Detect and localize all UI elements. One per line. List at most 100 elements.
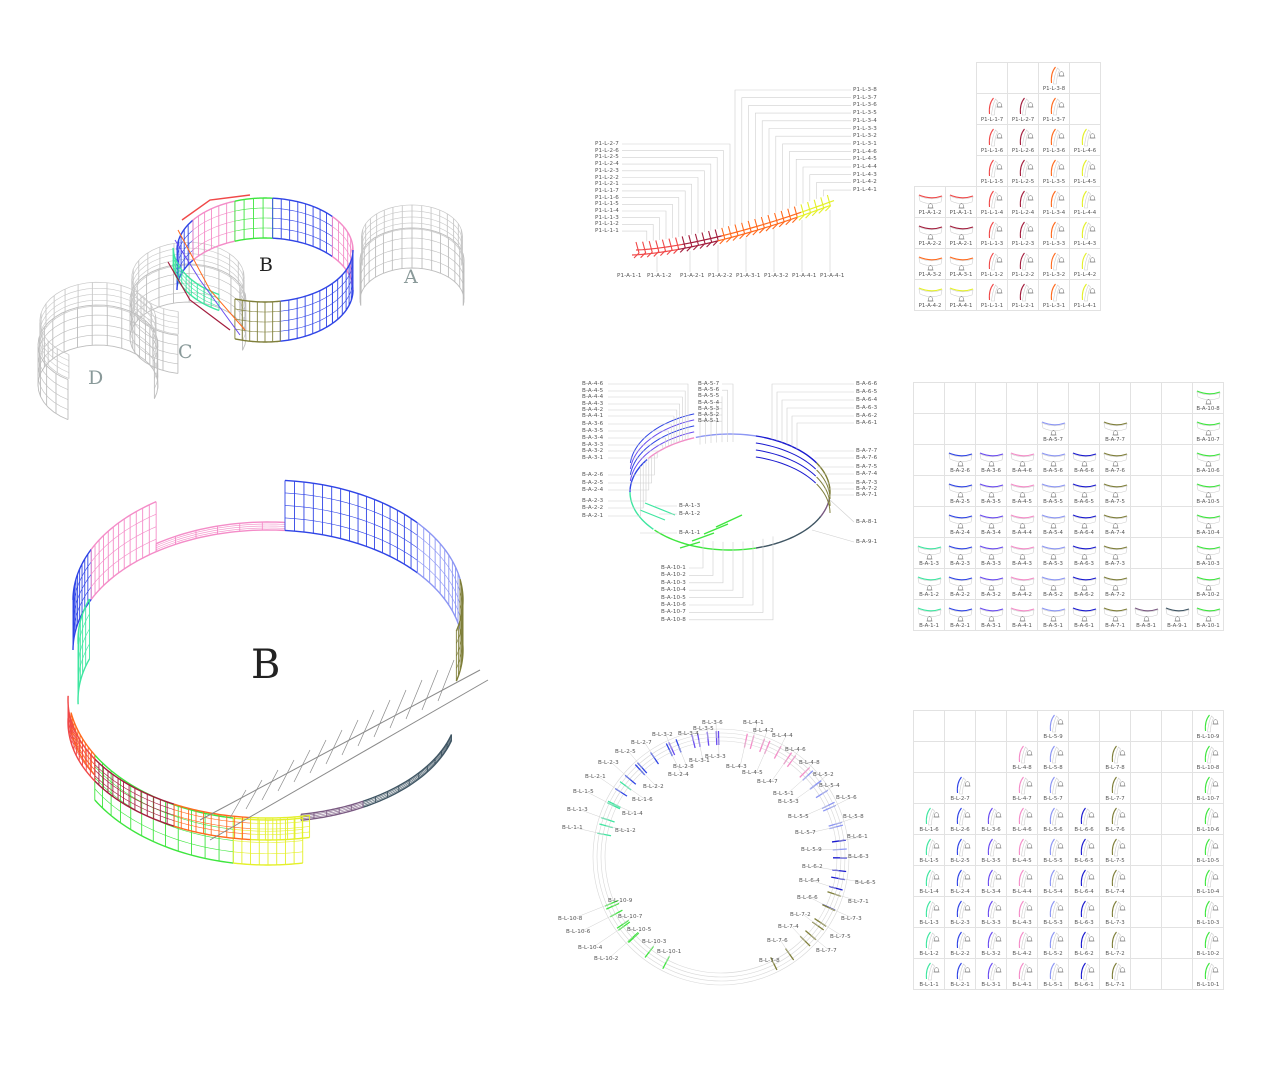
- member-cell[interactable]: B-A-6-4: [1068, 506, 1100, 538]
- member-cell[interactable]: B-L-6-4: [1068, 865, 1100, 897]
- member-cell[interactable]: B-A-5-3: [1037, 537, 1069, 569]
- member-cell[interactable]: P1-A-4-2: [914, 279, 946, 311]
- member-cell[interactable]: B-L-10-7: [1192, 772, 1224, 804]
- member-cell[interactable]: B-L-5-6: [1037, 803, 1069, 835]
- member-cell[interactable]: B-A-3-1: [975, 599, 1007, 631]
- member-cell[interactable]: B-A-3-3: [975, 537, 1007, 569]
- member-cell[interactable]: B-L-4-2: [1006, 927, 1038, 959]
- member-cell[interactable]: B-L-5-3: [1037, 896, 1069, 928]
- member-cell[interactable]: B-A-3-5: [975, 475, 1007, 507]
- member-cell[interactable]: B-A-10-2: [1192, 568, 1224, 600]
- member-cell[interactable]: B-A-10-3: [1192, 537, 1224, 569]
- member-cell[interactable]: B-A-10-1: [1192, 599, 1224, 631]
- member-cell[interactable]: B-L-1-5: [913, 834, 945, 866]
- member-cell[interactable]: P1-L-3-4: [1038, 186, 1070, 218]
- member-cell[interactable]: B-L-7-8: [1099, 741, 1131, 773]
- member-cell[interactable]: B-L-5-4: [1037, 865, 1069, 897]
- member-cell[interactable]: B-L-3-6: [975, 803, 1007, 835]
- member-cell[interactable]: P1-L-1-4: [976, 186, 1008, 218]
- member-cell[interactable]: B-A-6-5: [1068, 475, 1100, 507]
- member-cell[interactable]: B-L-10-5: [1192, 834, 1224, 866]
- member-cell[interactable]: B-L-5-1: [1037, 958, 1069, 990]
- member-cell[interactable]: P1-L-4-5: [1069, 155, 1101, 187]
- member-cell[interactable]: B-L-4-7: [1006, 772, 1038, 804]
- member-cell[interactable]: P1-L-3-7: [1038, 93, 1070, 125]
- member-cell[interactable]: P1-L-4-2: [1069, 248, 1101, 280]
- member-cell[interactable]: B-A-4-2: [1006, 568, 1038, 600]
- member-cell[interactable]: B-L-4-6: [1006, 803, 1038, 835]
- member-cell[interactable]: B-L-4-4: [1006, 865, 1038, 897]
- member-cell[interactable]: B-A-7-3: [1099, 537, 1131, 569]
- member-cell[interactable]: B-L-3-1: [975, 958, 1007, 990]
- member-cell[interactable]: B-L-1-4: [913, 865, 945, 897]
- member-cell[interactable]: P1-L-3-6: [1038, 124, 1070, 156]
- member-cell[interactable]: B-L-10-4: [1192, 865, 1224, 897]
- member-cell[interactable]: B-A-5-4: [1037, 506, 1069, 538]
- member-cell[interactable]: B-A-6-3: [1068, 537, 1100, 569]
- member-cell[interactable]: P1-L-2-6: [1007, 124, 1039, 156]
- member-cell[interactable]: B-A-3-6: [975, 444, 1007, 476]
- member-cell[interactable]: P1-L-1-7: [976, 93, 1008, 125]
- member-cell[interactable]: B-A-8-1: [1130, 599, 1162, 631]
- member-cell[interactable]: B-A-3-2: [975, 568, 1007, 600]
- member-cell[interactable]: B-L-7-1: [1099, 958, 1131, 990]
- member-cell[interactable]: P1-A-1-2: [914, 186, 946, 218]
- member-cell[interactable]: B-L-1-6: [913, 803, 945, 835]
- member-cell[interactable]: B-L-6-6: [1068, 803, 1100, 835]
- member-cell[interactable]: P1-L-4-4: [1069, 186, 1101, 218]
- member-cell[interactable]: B-A-7-1: [1099, 599, 1131, 631]
- member-cell[interactable]: B-L-6-3: [1068, 896, 1100, 928]
- member-cell[interactable]: B-L-2-3: [944, 896, 976, 928]
- member-cell[interactable]: P1-A-4-1: [945, 279, 977, 311]
- member-cell[interactable]: B-L-3-5: [975, 834, 1007, 866]
- member-cell[interactable]: B-A-2-4: [944, 506, 976, 538]
- member-cell[interactable]: B-L-10-3: [1192, 896, 1224, 928]
- member-cell[interactable]: B-A-7-5: [1099, 475, 1131, 507]
- member-cell[interactable]: B-A-10-8: [1192, 382, 1224, 414]
- member-cell[interactable]: P1-L-1-5: [976, 155, 1008, 187]
- member-cell[interactable]: P1-L-3-5: [1038, 155, 1070, 187]
- member-cell[interactable]: B-L-2-5: [944, 834, 976, 866]
- member-cell[interactable]: B-A-6-1: [1068, 599, 1100, 631]
- member-cell[interactable]: B-A-4-1: [1006, 599, 1038, 631]
- member-cell[interactable]: B-A-6-6: [1068, 444, 1100, 476]
- member-cell[interactable]: B-A-5-6: [1037, 444, 1069, 476]
- member-cell[interactable]: P1-A-3-1: [945, 248, 977, 280]
- member-cell[interactable]: B-A-4-6: [1006, 444, 1038, 476]
- member-cell[interactable]: B-A-7-4: [1099, 506, 1131, 538]
- member-cell[interactable]: P1-L-2-1: [1007, 279, 1039, 311]
- member-cell[interactable]: B-A-2-3: [944, 537, 976, 569]
- member-cell[interactable]: B-L-7-2: [1099, 927, 1131, 959]
- member-cell[interactable]: P1-A-1-1: [945, 186, 977, 218]
- member-cell[interactable]: B-A-7-6: [1099, 444, 1131, 476]
- member-cell[interactable]: B-L-10-6: [1192, 803, 1224, 835]
- member-cell[interactable]: B-L-3-3: [975, 896, 1007, 928]
- member-cell[interactable]: P1-L-3-3: [1038, 217, 1070, 249]
- member-cell[interactable]: P1-L-2-5: [1007, 155, 1039, 187]
- member-cell[interactable]: B-A-4-3: [1006, 537, 1038, 569]
- member-cell[interactable]: B-A-5-1: [1037, 599, 1069, 631]
- member-cell[interactable]: B-A-5-7: [1037, 413, 1069, 445]
- member-cell[interactable]: B-L-4-5: [1006, 834, 1038, 866]
- member-cell[interactable]: B-L-3-2: [975, 927, 1007, 959]
- member-cell[interactable]: B-A-4-4: [1006, 506, 1038, 538]
- member-cell[interactable]: P1-L-1-2: [976, 248, 1008, 280]
- member-cell[interactable]: B-L-2-2: [944, 927, 976, 959]
- member-cell[interactable]: B-L-5-7: [1037, 772, 1069, 804]
- member-cell[interactable]: B-L-4-1: [1006, 958, 1038, 990]
- member-cell[interactable]: B-A-1-1: [913, 599, 945, 631]
- member-cell[interactable]: B-L-7-4: [1099, 865, 1131, 897]
- member-cell[interactable]: B-L-1-1: [913, 958, 945, 990]
- member-cell[interactable]: B-L-10-8: [1192, 741, 1224, 773]
- member-cell[interactable]: B-A-2-1: [944, 599, 976, 631]
- member-cell[interactable]: B-A-1-2: [913, 568, 945, 600]
- member-cell[interactable]: B-L-5-9: [1037, 710, 1069, 742]
- member-cell[interactable]: B-L-1-3: [913, 896, 945, 928]
- member-cell[interactable]: B-A-10-5: [1192, 475, 1224, 507]
- member-cell[interactable]: B-A-6-2: [1068, 568, 1100, 600]
- member-cell[interactable]: B-L-5-2: [1037, 927, 1069, 959]
- member-cell[interactable]: P1-L-2-4: [1007, 186, 1039, 218]
- member-cell[interactable]: B-L-4-3: [1006, 896, 1038, 928]
- member-cell[interactable]: B-A-9-1: [1161, 599, 1193, 631]
- member-cell[interactable]: B-L-5-8: [1037, 741, 1069, 773]
